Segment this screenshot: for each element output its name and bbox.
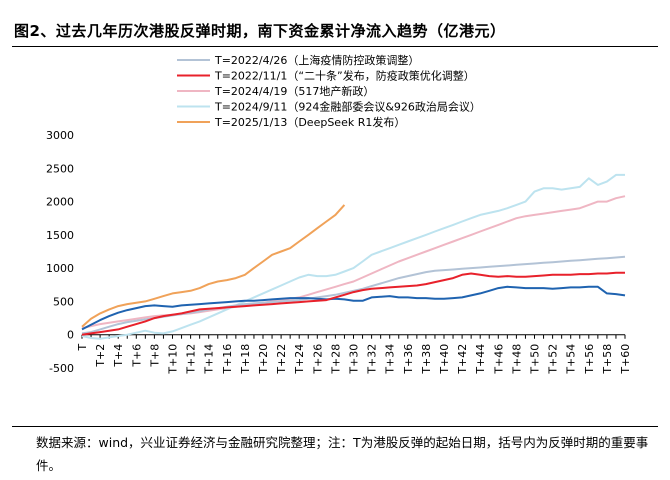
x-tick-label: T+14 [203, 344, 216, 375]
x-tick-label: T+34 [384, 344, 397, 375]
x-tick-label: T+30 [348, 344, 361, 375]
x-tick-label: T+52 [547, 344, 560, 375]
x-tick-label: T+54 [565, 344, 578, 375]
x-tick-label: T+46 [492, 344, 505, 375]
x-tick-label: T+56 [583, 344, 596, 375]
legend-label: T=2022/4/26（上海疫情防控政策调整） [214, 53, 419, 67]
y-tick-label: 500 [53, 295, 74, 308]
x-tick-label: T+28 [329, 344, 342, 375]
series-line-5 [81, 204, 346, 328]
x-axis: T T+2 T+4 T+6 T+8 T+10 T+12 T+14 T+16 T+18 T+20 T+2… [76, 334, 632, 375]
title-rule [12, 46, 658, 47]
x-tick-label: T+4 [112, 344, 125, 368]
series-lines [81, 173, 626, 340]
x-tick-label: T+6 [130, 344, 143, 368]
y-axis: -500 0 500 1000 1500 2000 2500 3000 [46, 129, 74, 375]
x-tick-label: T+50 [529, 344, 542, 375]
x-tick-label: T+12 [185, 344, 198, 375]
x-tick-label: T+36 [402, 344, 415, 375]
legend-label: T=2022/11/1（“二十条”发布，防疫政策优化调整） [214, 69, 475, 83]
figure-title: 图2、过去几年历次港股反弹时期，南下资金累计净流入趋势（亿港元） [14, 22, 506, 40]
y-tick-label: 0 [67, 329, 74, 342]
x-tick-label: T+18 [239, 344, 252, 375]
footnote: 数据来源：wind，兴业证券经济与金融研究院整理；注：T为港股反弹的起始日期，括… [36, 435, 649, 473]
x-tick-label: T+20 [257, 344, 270, 375]
series-line-4 [81, 173, 625, 340]
y-tick-label: -500 [49, 362, 74, 375]
x-tick-label: T+24 [293, 344, 306, 375]
x-tick-label: T+58 [601, 344, 614, 375]
legend-label: T=2024/4/19（517地产新政） [214, 84, 374, 98]
x-tick-label: T+38 [420, 344, 433, 375]
series-line-2 [81, 271, 625, 336]
footnote-rule [12, 426, 658, 427]
x-tick-label: T+60 [619, 344, 632, 375]
x-tick-label: T+8 [148, 344, 161, 368]
line-chart: T=2022/4/26（上海疫情防控政策调整） T=2022/11/1（“二十条”… [46, 53, 632, 375]
x-tick-label: T+40 [438, 344, 451, 375]
y-tick-label: 1000 [46, 262, 74, 275]
y-tick-label: 3000 [46, 129, 74, 142]
x-tick-label: T+48 [510, 344, 523, 375]
legend-label: T=2024/9/11（924金融部委会议&926政治局会议） [214, 100, 481, 114]
x-tick-label: T+2 [94, 344, 107, 368]
x-tick-label: T+22 [275, 344, 288, 375]
x-tick-label: T [76, 343, 89, 351]
series-line-3 [81, 285, 626, 331]
legend-label: T=2025/1/13（DeepSeek R1发布） [214, 115, 405, 129]
x-tick-label: T+16 [221, 344, 234, 375]
y-tick-label: 2500 [46, 162, 74, 175]
y-tick-label: 2000 [46, 196, 74, 209]
x-tick-label: T+44 [474, 344, 487, 375]
chart-legend: T=2022/4/26（上海疫情防控政策调整） T=2022/11/1（“二十条”… [177, 53, 481, 129]
x-tick-label: T+42 [456, 344, 469, 375]
x-tick-label: T+32 [366, 344, 379, 375]
x-tick-label: T+10 [167, 344, 180, 375]
x-tick-label: T+26 [311, 344, 324, 375]
y-tick-label: 1500 [46, 229, 74, 242]
